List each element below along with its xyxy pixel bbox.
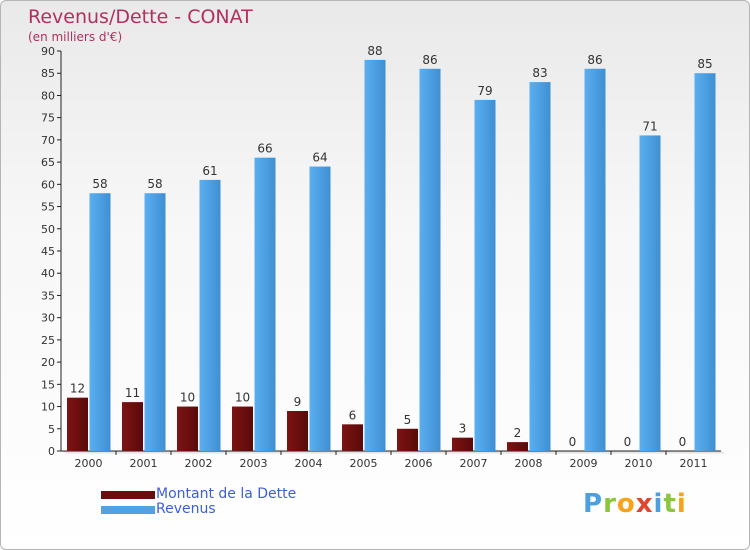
axes: 0510152025303540455055606570758085902000… — [41, 45, 727, 470]
x-tick-label: 2009 — [570, 457, 598, 470]
revenue-bar — [419, 68, 441, 452]
revenue-bar — [584, 68, 606, 452]
revenue-bar — [199, 179, 221, 451]
y-tick-label: 0 — [48, 445, 55, 458]
y-tick-label: 15 — [41, 378, 55, 391]
y-tick-label: 65 — [41, 156, 55, 169]
debt-bar — [507, 442, 528, 451]
debt-bar-label: 12 — [70, 382, 85, 396]
revenue-bar — [254, 157, 276, 451]
debt-bar — [287, 411, 308, 451]
revenue-bar-label: 83 — [532, 66, 547, 80]
debt-bar — [452, 437, 473, 451]
bars — [67, 59, 716, 452]
debt-bar-label: 0 — [679, 435, 687, 449]
revenue-bar-label: 66 — [257, 142, 272, 156]
revenue-bar-label: 58 — [147, 177, 162, 191]
debt-bar — [232, 406, 253, 451]
x-tick-label: 2010 — [625, 457, 653, 470]
debt-bar-label: 10 — [235, 391, 250, 405]
revenue-bar-label: 61 — [202, 164, 217, 178]
y-tick-label: 10 — [41, 401, 55, 414]
debt-bar-label: 0 — [569, 435, 577, 449]
y-tick-label: 30 — [41, 312, 55, 325]
x-tick-label: 2003 — [240, 457, 268, 470]
x-tick-label: 2006 — [405, 457, 433, 470]
y-tick-label: 60 — [41, 178, 55, 191]
revenue-bar-label: 64 — [312, 151, 327, 165]
chart-subtitle: (en milliers d'€) — [28, 30, 123, 44]
debt-bar-label: 11 — [125, 386, 140, 400]
y-tick-label: 45 — [41, 245, 55, 258]
x-tick-label: 2011 — [680, 457, 708, 470]
debt-bar-label: 3 — [459, 422, 467, 436]
y-tick-label: 85 — [41, 67, 55, 80]
x-tick-label: 2002 — [185, 457, 213, 470]
debt-bar-label: 9 — [294, 395, 302, 409]
revenue-bar-label: 79 — [477, 84, 492, 98]
x-tick-label: 2004 — [295, 457, 323, 470]
plot-floor — [61, 451, 727, 454]
debt-bar — [122, 402, 143, 451]
y-tick-label: 55 — [41, 201, 55, 214]
revenue-bar-label: 71 — [642, 119, 657, 133]
debt-bar — [67, 397, 88, 451]
debt-bar-label: 6 — [349, 408, 357, 422]
legend-label-debt: Montant de la Dette — [156, 486, 297, 502]
y-tick-label: 50 — [41, 223, 55, 236]
debt-bar — [177, 406, 198, 451]
revenue-bar — [694, 73, 716, 451]
y-tick-label: 70 — [41, 134, 55, 147]
y-tick-label: 5 — [48, 423, 55, 436]
x-tick-label: 2001 — [130, 457, 158, 470]
chart-title: Revenus/Dette - CONAT — [28, 6, 253, 28]
revenue-bar — [474, 99, 496, 451]
revenue-bar — [89, 193, 111, 451]
revenue-bar-label: 86 — [422, 53, 437, 67]
revenue-bar — [309, 166, 331, 452]
debt-bar-label: 2 — [514, 426, 522, 440]
debt-bar-label: 5 — [404, 413, 412, 427]
revenue-bar-label: 58 — [92, 177, 107, 191]
debt-bar-label: 0 — [624, 435, 632, 449]
proxiti-logo: Proxiti — [583, 489, 687, 519]
y-tick-label: 35 — [41, 289, 55, 302]
y-tick-label: 40 — [41, 267, 55, 280]
revenue-bar-label: 88 — [367, 44, 382, 58]
y-tick-label: 90 — [41, 45, 55, 58]
y-tick-label: 75 — [41, 112, 55, 125]
debt-bar — [397, 428, 418, 451]
y-tick-label: 25 — [41, 334, 55, 347]
revenue-bar — [364, 59, 386, 452]
revenue-bar — [529, 82, 551, 451]
x-tick-label: 2008 — [515, 457, 543, 470]
x-tick-label: 2000 — [75, 457, 103, 470]
revenue-bar — [639, 135, 661, 451]
legend-swatch-debt — [101, 491, 155, 499]
revenue-bar-label: 85 — [697, 57, 712, 71]
legend-swatch-revenue — [101, 506, 155, 514]
x-tick-label: 2005 — [350, 457, 378, 470]
data-labels: 12 11 10 10 9 6 5 3 2 0 0 0 58 58 61 66 64 88 86 79 83 86 71 85 — [70, 44, 713, 449]
legend-label-revenue: Revenus — [156, 501, 216, 517]
revenue-bar — [144, 193, 166, 451]
y-tick-label: 80 — [41, 89, 55, 102]
x-tick-label: 2007 — [460, 457, 488, 470]
revenue-bar-label: 86 — [587, 53, 602, 67]
debt-bar-label: 10 — [180, 391, 195, 405]
y-tick-label: 20 — [41, 356, 55, 369]
debt-bar — [342, 424, 363, 451]
